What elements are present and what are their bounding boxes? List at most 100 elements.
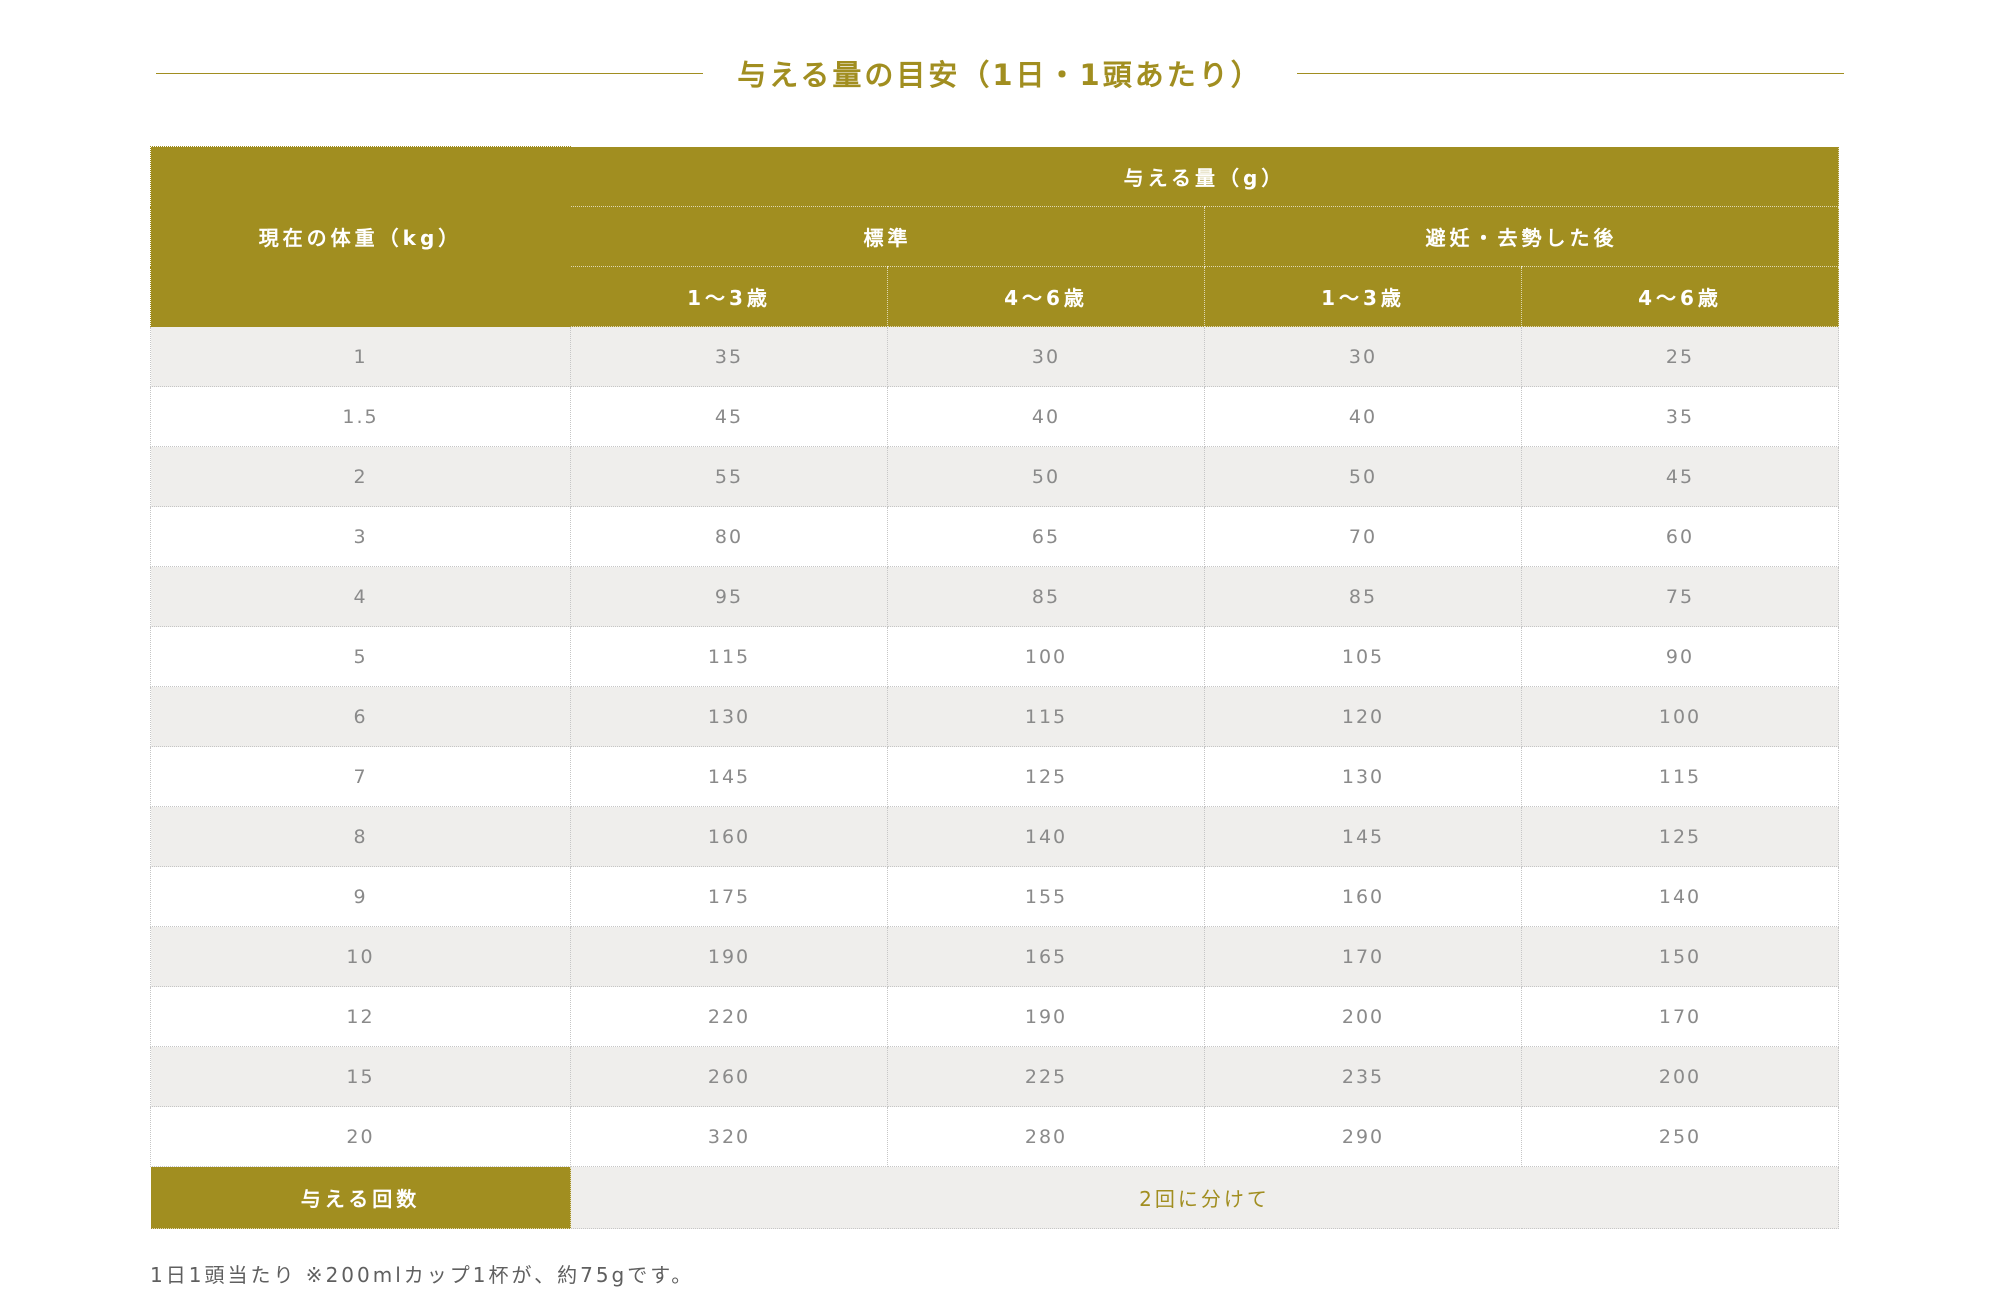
table-row: 8 160 140 145 125: [150, 806, 1840, 867]
amount-cell: 30: [887, 326, 1205, 387]
amount-cell: 200: [1520, 1046, 1840, 1107]
weight-cell: 4: [150, 566, 571, 627]
amount-cell: 60: [1520, 506, 1840, 567]
amount-cell: 130: [1204, 746, 1522, 807]
footer-row: 与える回数 2回に分けて: [150, 1166, 1840, 1229]
amount-cell: 250: [1520, 1106, 1840, 1167]
amount-cell: 190: [887, 986, 1205, 1047]
table-row: 15 260 225 235 200: [150, 1046, 1840, 1107]
amount-cell: 165: [887, 926, 1205, 987]
weight-cell: 2: [150, 446, 571, 507]
weight-cell: 6: [150, 686, 571, 747]
table-row: 10 190 165 170 150: [150, 926, 1840, 987]
amount-cell: 170: [1204, 926, 1522, 987]
age-header-neutered-1-3: 1～3歳: [1204, 266, 1522, 327]
amount-cell: 140: [1520, 866, 1840, 927]
amount-cell: 90: [1520, 626, 1840, 687]
amount-cell: 125: [1520, 806, 1840, 867]
title-row: 与える量の目安（1日・1頭あたり）: [156, 52, 1844, 94]
amount-cell: 170: [1520, 986, 1840, 1047]
table-header: 現在の体重（kg） 与える量（g） 標準 避妊・去勢した後 1～3歳 4～6歳 …: [150, 146, 1840, 327]
page-title: 与える量の目安（1日・1頭あたり）: [737, 58, 1263, 92]
weight-column-header: 現在の体重（kg）: [150, 146, 571, 327]
amount-cell: 175: [570, 866, 888, 927]
subgroup-header-standard: 標準: [570, 206, 1205, 267]
amount-cell: 145: [570, 746, 888, 807]
amount-cell: 35: [1520, 386, 1840, 447]
table-row: 2 55 50 50 45: [150, 446, 1840, 507]
age-header-standard-4-6: 4～6歳: [887, 266, 1205, 327]
amount-cell: 50: [1204, 446, 1522, 507]
weight-cell: 1: [150, 326, 571, 387]
table-row: 5 115 100 105 90: [150, 626, 1840, 687]
amount-cell: 145: [1204, 806, 1522, 867]
amount-cell: 65: [887, 506, 1205, 567]
table-row: 6 130 115 120 100: [150, 686, 1840, 747]
weight-cell: 3: [150, 506, 571, 567]
weight-cell: 10: [150, 926, 571, 987]
amount-cell: 75: [1520, 566, 1840, 627]
amount-cell: 35: [570, 326, 888, 387]
amount-cell: 100: [887, 626, 1205, 687]
amount-cell: 200: [1204, 986, 1522, 1047]
table-row: 1.5 45 40 40 35: [150, 386, 1840, 447]
amount-cell: 120: [1204, 686, 1522, 747]
amount-cell: 190: [570, 926, 888, 987]
amount-cell: 30: [1204, 326, 1522, 387]
amount-cell: 290: [1204, 1106, 1522, 1167]
weight-cell: 15: [150, 1046, 571, 1107]
weight-cell: 12: [150, 986, 571, 1047]
amount-cell: 45: [1520, 446, 1840, 507]
weight-cell: 5: [150, 626, 571, 687]
table-row: 3 80 65 70 60: [150, 506, 1840, 567]
weight-cell: 8: [150, 806, 571, 867]
amount-cell: 125: [887, 746, 1205, 807]
amount-cell: 140: [887, 806, 1205, 867]
table-row: 4 95 85 85 75: [150, 566, 1840, 627]
amount-cell: 320: [570, 1106, 888, 1167]
amount-cell: 70: [1204, 506, 1522, 567]
amount-cell: 80: [570, 506, 888, 567]
header-row-ages: 1～3歳 4～6歳 1～3歳 4～6歳: [151, 266, 1840, 327]
feed-count-label: 与える回数: [150, 1166, 571, 1229]
amount-cell: 160: [1204, 866, 1522, 927]
table-body: 1 35 30 30 25 1.5 45 40 40 35 2 55 50 50 45 3 80 65 70 60 4 9…: [150, 326, 1840, 1167]
amount-cell: 85: [887, 566, 1205, 627]
age-header-standard-1-3: 1～3歳: [570, 266, 888, 327]
table-footer: 与える回数 2回に分けて: [150, 1166, 1840, 1229]
amount-cell: 45: [570, 386, 888, 447]
weight-cell: 9: [150, 866, 571, 927]
weight-cell: 7: [150, 746, 571, 807]
title-rule-left: [156, 72, 704, 74]
amount-cell: 150: [1520, 926, 1840, 987]
feed-count-value: 2回に分けて: [569, 1166, 1840, 1229]
weight-cell: 1.5: [150, 386, 571, 447]
amount-cell: 260: [570, 1046, 888, 1107]
title-rule-right: [1296, 72, 1844, 74]
table-row: 9 175 155 160 140: [150, 866, 1840, 927]
amount-cell: 25: [1520, 326, 1840, 387]
amount-cell: 115: [570, 626, 888, 687]
amount-cell: 55: [570, 446, 888, 507]
footnote: 1日1頭当たり ※200mlカップ1杯が、約75gです。: [150, 1263, 695, 1287]
table-row: 7 145 125 130 115: [150, 746, 1840, 807]
amount-cell: 235: [1204, 1046, 1522, 1107]
amount-cell: 85: [1204, 566, 1522, 627]
amount-cell: 115: [887, 686, 1205, 747]
amount-cell: 40: [887, 386, 1205, 447]
amount-group-header: 与える量（g）: [569, 146, 1840, 207]
table-row: 1 35 30 30 25: [150, 326, 1840, 387]
amount-cell: 95: [570, 566, 888, 627]
age-header-neutered-4-6: 4～6歳: [1520, 266, 1840, 327]
amount-cell: 130: [570, 686, 888, 747]
feeding-amount-table: 現在の体重（kg） 与える量（g） 標準 避妊・去勢した後 1～3歳 4～6歳 …: [150, 146, 1840, 1229]
amount-cell: 160: [570, 806, 888, 867]
amount-cell: 220: [570, 986, 888, 1047]
amount-cell: 280: [887, 1106, 1205, 1167]
amount-cell: 225: [887, 1046, 1205, 1107]
amount-cell: 50: [887, 446, 1205, 507]
amount-cell: 40: [1204, 386, 1522, 447]
subgroup-header-neutered: 避妊・去勢した後: [1203, 206, 1840, 267]
header-row-group: 現在の体重（kg） 与える量（g）: [150, 146, 1840, 327]
